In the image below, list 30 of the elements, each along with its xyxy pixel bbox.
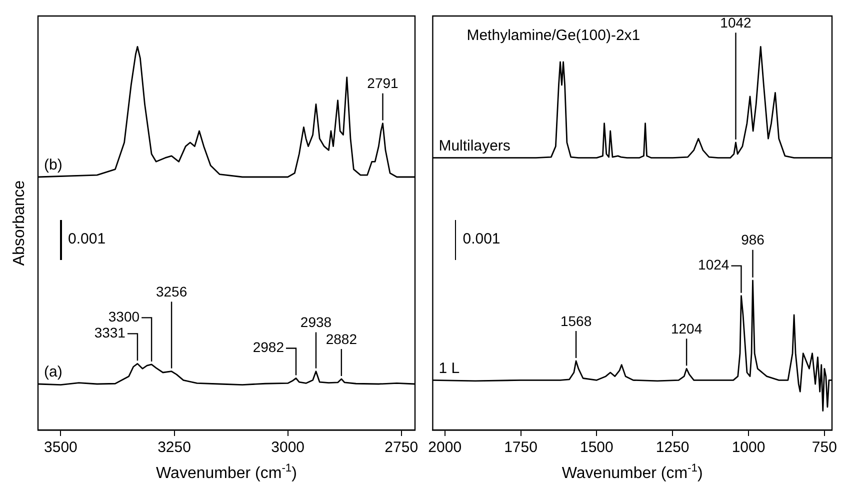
annotation: 1024 (698, 256, 730, 273)
annotation: 3256 (156, 284, 188, 300)
x-tick-label: 3500 (44, 439, 78, 456)
annotation: 2882 (326, 330, 358, 347)
x-tick-label: 1000 (732, 439, 766, 456)
annotation: 986 (741, 232, 765, 248)
annotation: 3300 (108, 308, 140, 325)
x-tick-label: 3000 (271, 439, 305, 456)
x-tick-label: 1500 (580, 439, 614, 456)
annotation: 2982 (252, 339, 284, 356)
x-tick-label: 750 (812, 439, 837, 456)
annotation: 2938 (300, 314, 332, 330)
annotation: 0.001 (68, 230, 106, 248)
x-tick-label: 1750 (504, 439, 538, 456)
series-label: (a) (44, 364, 62, 381)
annotation: 0.001 (462, 230, 500, 248)
annotation: 3331 (94, 324, 126, 341)
series-label: Multilayers (438, 137, 510, 154)
series-label: 1 L (438, 360, 460, 377)
annotation: 2791 (367, 75, 399, 92)
x-tick-label: 2000 (428, 439, 462, 456)
text: Methylamine/Ge(100)-2x1 (466, 27, 640, 44)
annotation: 1042 (720, 14, 752, 31)
annotation: 1204 (670, 320, 702, 337)
series-label: (b) (44, 156, 62, 174)
x-tick-label: 2750 (384, 439, 418, 456)
x-tick-label: 1250 (656, 439, 690, 456)
annotation: 1568 (560, 312, 592, 329)
x-tick-label: 3250 (158, 439, 191, 456)
y-axis-title: Absorbance (11, 180, 28, 266)
